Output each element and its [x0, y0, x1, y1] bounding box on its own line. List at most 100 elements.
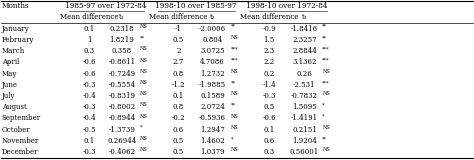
Text: April: April: [2, 58, 19, 66]
Text: 0.5: 0.5: [173, 137, 184, 145]
Text: **: **: [230, 102, 236, 108]
Text: -1.2: -1.2: [172, 81, 185, 89]
Text: -0.3: -0.3: [262, 92, 276, 100]
Text: ***: ***: [322, 58, 330, 63]
Text: NS: NS: [230, 69, 238, 74]
Text: 3.0725: 3.0725: [200, 47, 225, 55]
Text: 0.1: 0.1: [264, 126, 274, 134]
Text: -1: -1: [175, 25, 182, 33]
Text: -0.8002: -0.8002: [109, 103, 136, 111]
Text: *: *: [230, 136, 233, 141]
Text: 2.0724: 2.0724: [200, 103, 225, 111]
Text: -1.4: -1.4: [262, 81, 276, 89]
Text: **: **: [322, 35, 327, 40]
Text: 0.2: 0.2: [264, 70, 274, 78]
Text: 1.2732: 1.2732: [200, 70, 225, 78]
Text: September: September: [2, 114, 41, 122]
Text: NS: NS: [140, 46, 148, 51]
Text: -0.4: -0.4: [82, 114, 96, 122]
Text: 2: 2: [176, 47, 181, 55]
Text: -2.531: -2.531: [293, 81, 316, 89]
Text: NS: NS: [140, 58, 148, 63]
Text: 0.1: 0.1: [83, 25, 95, 33]
Text: 1998-10 over 1972-84: 1998-10 over 1972-84: [246, 2, 328, 10]
Text: NS: NS: [322, 69, 330, 74]
Text: 2.7: 2.7: [173, 58, 184, 66]
Text: ***: ***: [322, 80, 330, 85]
Text: December: December: [2, 148, 38, 156]
Text: -0.6: -0.6: [262, 114, 276, 122]
Text: February: February: [2, 36, 34, 44]
Text: t₃: t₃: [301, 13, 307, 21]
Text: March: March: [2, 47, 25, 55]
Text: 0.6: 0.6: [264, 137, 274, 145]
Text: 1.8219: 1.8219: [109, 36, 135, 44]
Text: NS: NS: [230, 91, 238, 96]
Text: **: **: [322, 136, 327, 141]
Text: -0.9: -0.9: [262, 25, 276, 33]
Text: NS: NS: [140, 136, 148, 141]
Text: -0.4062: -0.4062: [109, 148, 136, 156]
Text: May: May: [2, 70, 17, 78]
Text: **: **: [230, 80, 236, 85]
Text: 2.3257: 2.3257: [292, 36, 317, 44]
Text: 0.804: 0.804: [202, 36, 223, 44]
Text: -0.8319: -0.8319: [109, 92, 136, 100]
Text: 1998-10 over 1985-97: 1998-10 over 1985-97: [155, 2, 236, 10]
Text: 0.3: 0.3: [264, 148, 274, 156]
Text: 1.4602: 1.4602: [200, 137, 225, 145]
Text: NS: NS: [140, 91, 148, 96]
Text: -0.5936: -0.5936: [199, 114, 226, 122]
Text: 0.6: 0.6: [173, 126, 184, 134]
Text: NS: NS: [140, 102, 148, 108]
Text: ***: ***: [230, 58, 238, 63]
Text: **: **: [322, 24, 327, 29]
Text: -0.6: -0.6: [82, 70, 96, 78]
Text: July: July: [2, 92, 15, 100]
Text: NS: NS: [322, 147, 330, 152]
Text: -0.8944: -0.8944: [109, 114, 136, 122]
Text: -0.5: -0.5: [82, 126, 96, 134]
Text: 1: 1: [87, 36, 91, 44]
Text: 0.5: 0.5: [173, 148, 184, 156]
Text: 0.8: 0.8: [173, 103, 184, 111]
Text: -1.3739: -1.3739: [109, 126, 136, 134]
Text: NS: NS: [322, 125, 330, 130]
Text: NS: NS: [230, 114, 238, 119]
Text: NS: NS: [140, 69, 148, 74]
Text: -0.3: -0.3: [82, 81, 96, 89]
Text: *: *: [322, 102, 325, 108]
Text: NS: NS: [140, 80, 148, 85]
Text: 0.5: 0.5: [264, 103, 274, 111]
Text: 0.2318: 0.2318: [109, 25, 134, 33]
Text: 0.56001: 0.56001: [290, 148, 319, 156]
Text: 1985-97 over 1972-84: 1985-97 over 1972-84: [65, 2, 146, 10]
Text: NS: NS: [230, 35, 238, 40]
Text: -0.3: -0.3: [82, 148, 96, 156]
Text: -1.9885: -1.9885: [199, 81, 226, 89]
Text: **: **: [140, 35, 145, 40]
Text: NS: NS: [322, 91, 330, 96]
Text: Mean difference: Mean difference: [240, 13, 298, 21]
Text: June: June: [2, 81, 18, 89]
Text: -0.4: -0.4: [82, 92, 96, 100]
Text: January: January: [2, 25, 29, 33]
Text: 1.5: 1.5: [264, 36, 274, 44]
Text: t₁: t₁: [119, 13, 125, 21]
Text: 1.9204: 1.9204: [292, 137, 317, 145]
Text: -0.6: -0.6: [82, 58, 96, 66]
Text: August: August: [2, 103, 27, 111]
Text: -1.8416: -1.8416: [291, 25, 318, 33]
Text: ***: ***: [230, 46, 238, 51]
Text: -2.0006: -2.0006: [199, 25, 226, 33]
Text: 2.3: 2.3: [264, 47, 274, 55]
Text: 4.7086: 4.7086: [200, 58, 225, 66]
Text: ***: ***: [322, 46, 330, 51]
Text: t₂: t₂: [210, 13, 215, 21]
Text: 0.1: 0.1: [83, 137, 95, 145]
Text: -0.2: -0.2: [172, 114, 185, 122]
Text: November: November: [2, 137, 39, 145]
Text: -0.7249: -0.7249: [109, 70, 136, 78]
Text: 0.2151: 0.2151: [292, 126, 317, 134]
Text: **: **: [230, 24, 236, 29]
